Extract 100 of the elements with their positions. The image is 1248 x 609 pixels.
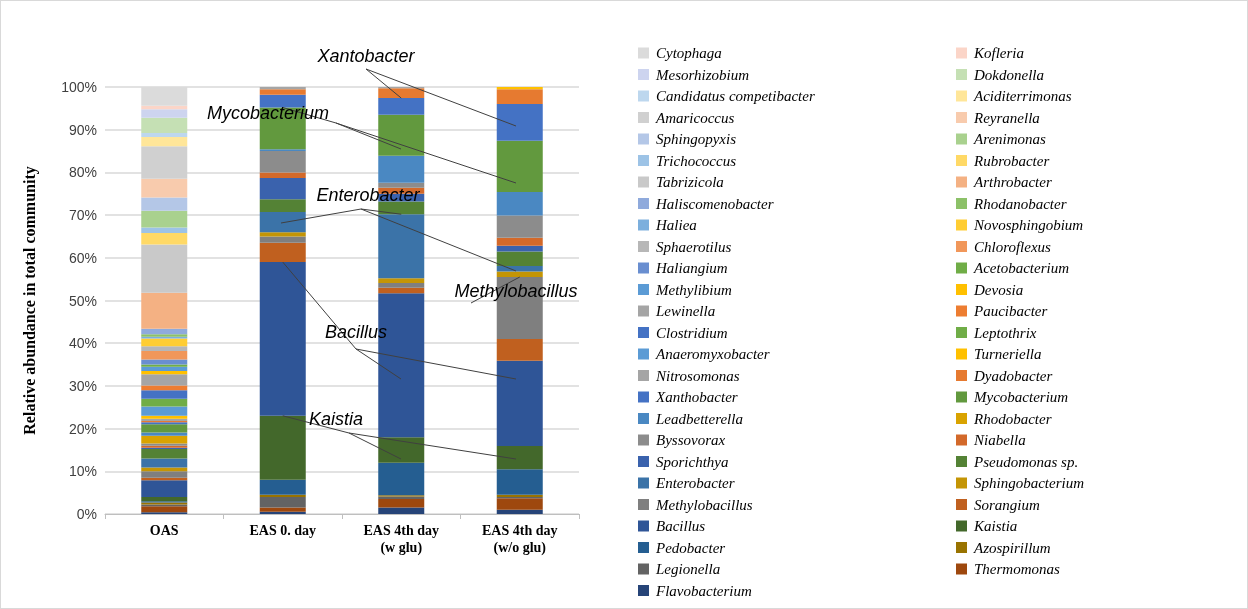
x-tick-label: EAS 4th day (w glu) xyxy=(363,523,439,556)
legend-label: Pseudomonas sp. xyxy=(973,453,1079,470)
legend-label: Aciditerrimonas xyxy=(973,88,1072,104)
legend-label: Bacillus xyxy=(656,518,706,534)
legend-label: Leadbetterella xyxy=(655,410,743,427)
legend-label: Devosia xyxy=(973,281,1024,298)
bar xyxy=(141,350,188,360)
bar xyxy=(496,446,543,470)
bar xyxy=(496,215,543,238)
legend-label: Clostridium xyxy=(656,324,728,341)
legend-label: Kaistia xyxy=(973,518,1018,534)
bar xyxy=(141,390,188,399)
bar xyxy=(141,178,188,198)
annotation: Kaistia xyxy=(308,409,364,429)
y-axis-title: Relative abundance in total community xyxy=(20,166,39,435)
bar xyxy=(259,494,306,497)
bar xyxy=(259,415,306,480)
x-tick-label: EAS 0. day xyxy=(249,523,317,538)
y-tick-label: 50% xyxy=(68,292,97,309)
bar xyxy=(378,287,425,294)
legend-label: Chloroflexus xyxy=(974,238,1052,255)
bar xyxy=(141,432,188,436)
bar xyxy=(259,172,306,178)
legend-label: Paucibacter xyxy=(973,303,1048,319)
bar xyxy=(141,496,188,502)
bar xyxy=(141,480,188,497)
bar xyxy=(141,471,188,478)
y-tick-label: 30% xyxy=(68,377,97,394)
bar xyxy=(141,435,188,444)
legend-label: Dyadobacter xyxy=(973,367,1053,384)
bar xyxy=(141,467,188,472)
bar xyxy=(259,87,306,90)
bar xyxy=(141,210,188,228)
bar xyxy=(141,398,188,407)
bar xyxy=(141,506,188,513)
bar xyxy=(496,509,543,514)
legend-label: Cytophaga xyxy=(656,45,722,61)
y-tick-label: 0% xyxy=(76,506,97,522)
y-tick-label: 70% xyxy=(68,207,97,224)
legend-label: Candidatus competibacter xyxy=(656,88,815,104)
bar xyxy=(141,292,188,329)
bar xyxy=(259,511,306,514)
bar xyxy=(259,236,306,243)
bar xyxy=(141,136,188,147)
legend-label: Tabrizicola xyxy=(656,174,724,190)
legend-label: Rubrobacter xyxy=(973,152,1050,169)
bar xyxy=(496,89,543,105)
bar xyxy=(496,251,543,266)
bar xyxy=(141,233,188,245)
bar xyxy=(141,359,188,365)
bar xyxy=(496,140,543,193)
legend-label: Mesorhizobium xyxy=(655,66,750,83)
bar xyxy=(496,237,543,246)
bar xyxy=(496,338,543,361)
legend-label: Sporichthya xyxy=(656,453,729,470)
legend-label: Anaeromyxobacter xyxy=(655,346,770,362)
bar xyxy=(378,462,425,496)
bar xyxy=(259,212,306,233)
annotation: Xantobacter xyxy=(316,46,416,66)
legend-label: Methylibium xyxy=(655,281,732,298)
bar xyxy=(141,458,188,468)
bar xyxy=(141,385,188,391)
legend-label: Flavobacterium xyxy=(655,582,752,599)
bar xyxy=(496,271,543,278)
bar xyxy=(259,151,306,173)
bar xyxy=(141,374,188,386)
legend-label: Leptothrix xyxy=(973,324,1037,341)
bar xyxy=(141,366,188,371)
bar xyxy=(378,201,425,215)
bar xyxy=(378,499,425,508)
bar xyxy=(378,282,425,288)
bar xyxy=(141,133,188,137)
legend-label: Legionella xyxy=(655,561,721,577)
bar xyxy=(259,496,306,508)
bar xyxy=(378,88,425,99)
bar xyxy=(496,469,543,495)
y-tick-label: 90% xyxy=(68,121,97,138)
legend-label: Mycobacterium xyxy=(973,389,1069,405)
bar xyxy=(141,449,188,459)
bar xyxy=(141,197,188,211)
bar xyxy=(378,98,425,115)
bar xyxy=(141,109,188,118)
legend-label: Novosphingobium xyxy=(973,217,1084,233)
bar xyxy=(496,104,543,141)
legend-label: Haliangium xyxy=(655,260,728,276)
legend-label: Pedobacter xyxy=(655,539,726,556)
bar xyxy=(259,479,306,495)
y-tick-label: 40% xyxy=(68,335,97,352)
y-tick-label: 100% xyxy=(61,79,97,95)
legend-label: Sphingopyxis xyxy=(656,131,737,147)
legend-label: Lewinella xyxy=(655,303,716,319)
legend-label: Sorangium xyxy=(974,496,1040,513)
legend-label: Niabella xyxy=(973,432,1026,448)
bar xyxy=(141,406,188,416)
legend-label: Rhodobacter xyxy=(973,410,1052,427)
bar xyxy=(378,155,425,183)
bar xyxy=(259,232,306,237)
bar xyxy=(496,360,543,447)
legend-label: Rhodanobacter xyxy=(973,195,1067,212)
legend-label: Dokdonella xyxy=(973,66,1044,83)
